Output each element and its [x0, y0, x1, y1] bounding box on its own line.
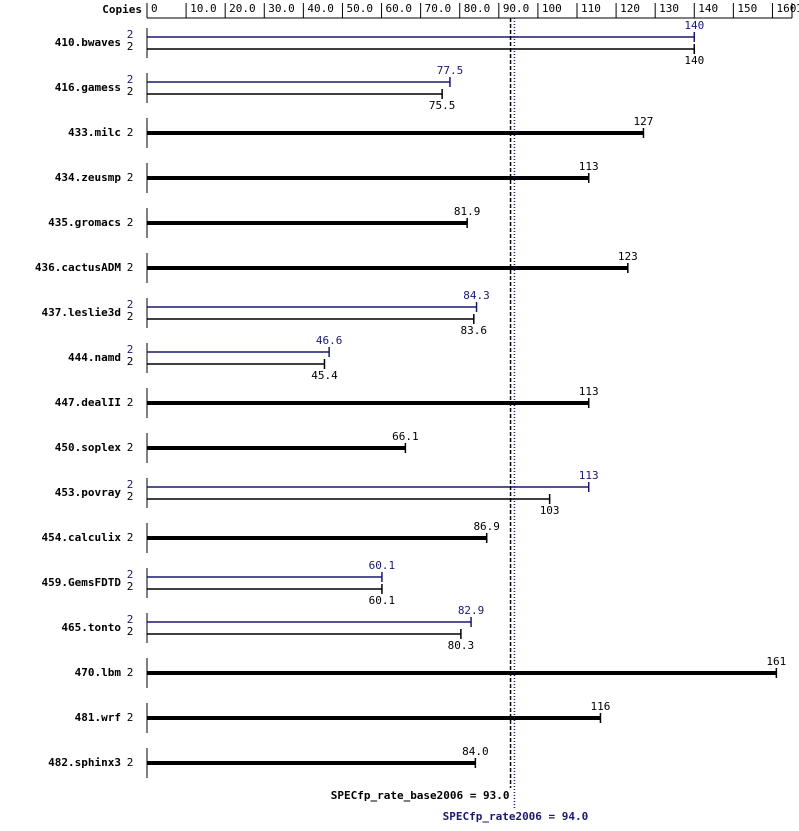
copies: 2: [127, 568, 134, 581]
value-label: 113: [579, 385, 599, 398]
benchmark-name: 447.dealII: [55, 396, 121, 409]
copies: 2: [127, 343, 134, 356]
x-tick-label: 160: [776, 2, 796, 15]
value-label: 77.5: [437, 64, 464, 77]
x-tick-label: 140: [698, 2, 718, 15]
value-label: 84.0: [462, 745, 489, 758]
x-tick-label: 60.0: [386, 2, 413, 15]
value-label: 81.9: [454, 205, 481, 218]
benchmark-name: 433.milc: [68, 126, 121, 139]
x-tick-label: 0: [151, 2, 158, 15]
benchmark-name: 454.calculix: [42, 531, 122, 544]
benchmark-name: 437.leslie3d: [42, 306, 121, 319]
x-tick-label: 50.0: [346, 2, 373, 15]
benchmark-name: 470.lbm: [75, 666, 122, 679]
copies: 2: [127, 396, 134, 409]
x-tick-label: 20.0: [229, 2, 256, 15]
benchmark-name: 410.bwaves: [55, 36, 121, 49]
value-label: 103: [540, 504, 560, 517]
copies: 2: [127, 580, 134, 593]
x-tick-label: 120: [620, 2, 640, 15]
copies: 2: [127, 261, 134, 274]
copies: 2: [127, 298, 134, 311]
copies: 2: [127, 40, 134, 53]
value-label: 140: [684, 54, 704, 67]
copies: 2: [127, 666, 134, 679]
value-label: 83.6: [461, 324, 488, 337]
value-label: 113: [579, 469, 599, 482]
value-label: 86.9: [473, 520, 500, 533]
x-tick-label: 10.0: [190, 2, 217, 15]
value-label: 116: [591, 700, 611, 713]
reference-label: SPECfp_rate_base2006 = 93.0: [331, 789, 510, 802]
x-tick-label: 80.0: [464, 2, 491, 15]
x-tick-label: 150: [737, 2, 757, 15]
value-label: 82.9: [458, 604, 485, 617]
x-tick-label: 165: [796, 2, 799, 15]
copies: 2: [127, 73, 134, 86]
x-tick-label: 90.0: [503, 2, 530, 15]
benchmark-name: 481.wrf: [75, 711, 121, 724]
value-label: 84.3: [463, 289, 490, 302]
value-label: 60.1: [369, 594, 396, 607]
benchmark-name: 465.tonto: [61, 621, 121, 634]
copies: 2: [127, 171, 134, 184]
x-tick-label: 110: [581, 2, 601, 15]
benchmark-name: 482.sphinx3: [48, 756, 121, 769]
copies: 2: [127, 441, 134, 454]
value-label: 46.6: [316, 334, 343, 347]
value-label: 75.5: [429, 99, 456, 112]
benchmark-name: 453.povray: [55, 486, 122, 499]
copies: 2: [127, 28, 134, 41]
benchmark-name: 444.namd: [68, 351, 121, 364]
copies: 2: [127, 711, 134, 724]
copies: 2: [127, 490, 134, 503]
benchmark-name: 450.soplex: [55, 441, 122, 454]
copies: 2: [127, 625, 134, 638]
copies: 2: [127, 85, 134, 98]
benchmark-name: 416.gamess: [55, 81, 121, 94]
reference-label: SPECfp_rate2006 = 94.0: [443, 810, 589, 823]
copies: 2: [127, 531, 134, 544]
value-label: 80.3: [448, 639, 475, 652]
benchmark-name: 459.GemsFDTD: [42, 576, 122, 589]
copies: 2: [127, 355, 134, 368]
x-tick-label: 130: [659, 2, 679, 15]
value-label: 123: [618, 250, 638, 263]
x-tick-label: 30.0: [268, 2, 295, 15]
copies: 2: [127, 613, 134, 626]
value-label: 60.1: [369, 559, 396, 572]
copies: 2: [127, 478, 134, 491]
copies-header: Copies: [102, 3, 142, 16]
x-tick-label: 70.0: [425, 2, 452, 15]
copies: 2: [127, 310, 134, 323]
benchmark-name: 436.cactusADM: [35, 261, 121, 274]
value-label: 113: [579, 160, 599, 173]
x-tick-label: 40.0: [307, 2, 334, 15]
value-label: 66.1: [392, 430, 419, 443]
benchmark-name: 434.zeusmp: [55, 171, 122, 184]
value-label: 45.4: [311, 369, 338, 382]
value-label: 127: [634, 115, 654, 128]
x-tick-label: 100: [542, 2, 562, 15]
value-label: 140: [684, 19, 704, 32]
copies: 2: [127, 756, 134, 769]
copies: 2: [127, 216, 134, 229]
value-label: 161: [766, 655, 786, 668]
copies: 2: [127, 126, 134, 139]
benchmark-name: 435.gromacs: [48, 216, 121, 229]
